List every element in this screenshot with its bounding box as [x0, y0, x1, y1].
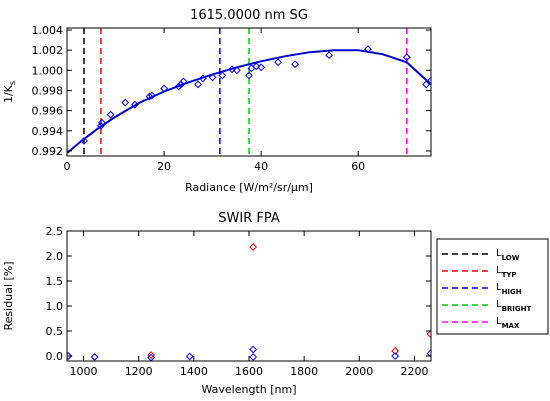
bottom-x-tick-label: 1200 — [125, 365, 153, 378]
data-point — [121, 98, 130, 107]
bottom-y-tick-label: 0.0 — [46, 350, 64, 363]
bottom-x-tick-label: 1800 — [290, 365, 318, 378]
legend-label-high: LHIGH — [496, 282, 522, 296]
legend-box — [436, 238, 549, 335]
data-point — [427, 76, 431, 85]
data-point — [194, 80, 202, 89]
bottom-y-axis-label: Residual [%] — [2, 262, 15, 331]
top-x-tick-label: 40 — [254, 160, 268, 173]
bottom-y-tick-label: 2.0 — [46, 250, 64, 263]
residual-point — [249, 243, 258, 251]
top-y-tick-label: 0.998 — [32, 84, 64, 97]
bottom-x-tick-label: 2200 — [400, 365, 428, 378]
bottom-x-tick-label: 1600 — [235, 365, 263, 378]
bottom-y-tick-label: 1.0 — [46, 300, 64, 313]
residual-point — [249, 345, 258, 354]
bottom-y-tick-label: 0.5 — [46, 325, 64, 338]
data-point — [174, 82, 183, 91]
data-point — [325, 51, 333, 60]
data-point — [252, 62, 261, 71]
residual-point — [67, 352, 73, 360]
top-y-tick-label: 0.996 — [32, 105, 64, 118]
residual-point — [391, 347, 400, 355]
data-point — [245, 71, 253, 80]
residual-point — [249, 353, 258, 361]
data-point — [291, 60, 300, 69]
data-point — [198, 74, 207, 83]
data-point — [218, 71, 227, 80]
top-y-tick-label: 0.992 — [32, 145, 64, 158]
calibration-chart: 1615.0000 nm SG 0 20 40 60 0.992 0.994 0.996 0.… — [2, 8, 432, 194]
data-point — [274, 58, 283, 67]
residual-point — [391, 352, 400, 360]
data-point — [148, 91, 156, 100]
data-point — [106, 110, 115, 119]
bottom-chart-title: SWIR FPA — [218, 211, 280, 226]
bottom-y-tick-label: 2.5 — [46, 225, 64, 238]
data-point — [160, 84, 168, 93]
data-point — [257, 63, 266, 72]
residual-point — [426, 349, 431, 358]
bottom-x-tick-label: 1000 — [70, 365, 98, 378]
bottom-y-tick-label: 1.5 — [46, 275, 64, 288]
legend-label-typ: LTYP — [496, 265, 517, 279]
top-y-axis-label: 1/Ks — [2, 81, 17, 103]
data-point — [422, 80, 431, 89]
data-point — [179, 77, 188, 86]
top-x-axis-label: Radiance [W/m²/sr/μm] — [185, 181, 313, 194]
residual-point — [90, 353, 99, 361]
top-y-tick-label: 1.000 — [32, 64, 64, 77]
top-x-tick-label: 0 — [64, 160, 71, 173]
top-y-tick-label: 1.004 — [32, 24, 64, 37]
data-point — [402, 53, 411, 62]
top-plot-frame — [66, 27, 432, 157]
legend-label-bright: LBRIGHT — [496, 299, 532, 313]
data-point — [145, 92, 154, 101]
residual-point — [147, 351, 156, 359]
bottom-x-tick-label: 1400 — [180, 365, 208, 378]
data-point — [208, 73, 217, 82]
residual-chart: SWIR FPA 1000 1200 1400 1600 1800 2000 2200 0.0… — [2, 211, 432, 396]
top-y-tick-label: 0.994 — [32, 125, 64, 138]
residual-point — [90, 353, 99, 361]
data-point — [363, 45, 372, 54]
bottom-x-axis-label: Wavelength [nm] — [201, 383, 296, 396]
top-x-tick-label: 20 — [157, 160, 171, 173]
top-chart-title: 1615.0000 nm SG — [190, 8, 308, 23]
data-point — [98, 118, 106, 127]
data-point — [80, 136, 88, 145]
top-x-tick-label: 60 — [351, 160, 365, 173]
data-point — [232, 66, 241, 75]
legend-label-max: LMAX — [496, 316, 520, 330]
data-point — [131, 100, 139, 109]
residual-point — [426, 330, 431, 338]
data-point — [177, 80, 185, 89]
top-y-tick-label: 1.002 — [32, 44, 64, 57]
residual-point — [185, 352, 194, 361]
legend: LLOW LTYP LHIGH LBRIGHT LMAX — [436, 238, 549, 335]
bottom-plot-frame — [66, 230, 432, 362]
data-point — [228, 65, 236, 74]
bottom-x-tick-label: 2000 — [345, 365, 373, 378]
legend-label-low: LLOW — [496, 248, 520, 262]
